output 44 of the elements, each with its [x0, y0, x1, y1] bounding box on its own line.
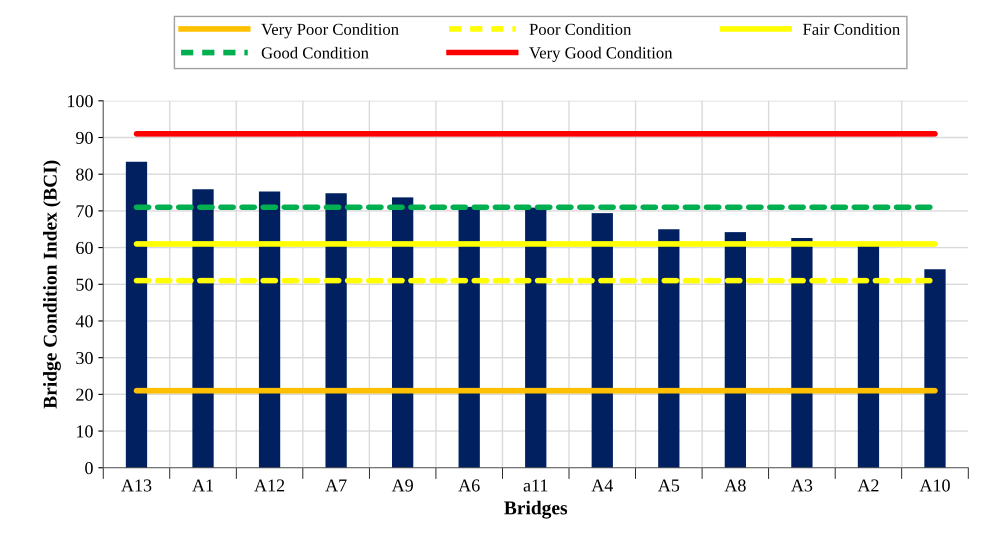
y-tick-label: 30	[76, 352, 93, 364]
x-tick-label: A3	[791, 479, 812, 492]
bar	[724, 232, 746, 468]
y-tick-label: 60	[76, 242, 93, 254]
x-tick-label: A7	[325, 479, 347, 492]
bar	[791, 238, 813, 468]
bar	[325, 193, 347, 468]
y-axis-title: Bridge Condition Index (BCI)	[43, 160, 61, 408]
bar	[658, 229, 680, 468]
y-tick-label: 70	[76, 205, 93, 218]
x-tick-label: A6	[458, 479, 480, 492]
x-tick-label: A4	[591, 479, 614, 492]
bar	[592, 213, 613, 468]
bar	[525, 208, 546, 468]
x-tick-label: A9	[392, 479, 413, 492]
bar	[126, 162, 148, 468]
y-tick-label: 10	[77, 425, 93, 438]
x-axis-title: Bridges	[504, 500, 568, 519]
y-tick-label: 50	[76, 278, 93, 291]
y-tick-label: 0	[85, 462, 93, 474]
legend-label: Good Condition	[262, 46, 369, 59]
x-tick-label: A10	[920, 479, 950, 492]
bar	[392, 197, 414, 468]
y-tick-label: 20	[76, 388, 93, 401]
y-tick-label: 40	[76, 315, 93, 328]
y-tick-label: 90	[76, 132, 93, 144]
bar	[258, 191, 280, 468]
x-tick-label: a11	[524, 479, 548, 492]
x-tick-label: A13	[121, 479, 152, 492]
y-tick-label: 100	[68, 95, 93, 108]
bar	[924, 269, 946, 468]
legend-label: Very Good Condition	[529, 46, 672, 62]
x-tick-label: A12	[254, 479, 284, 492]
bar	[192, 189, 214, 468]
y-tick-label: 80	[76, 168, 93, 181]
x-tick-label: A8	[724, 479, 746, 492]
x-tick-label: A1	[192, 479, 213, 492]
bar	[858, 246, 880, 468]
legend-label: Very Poor Condition	[261, 23, 399, 38]
x-tick-label: A2	[858, 479, 878, 492]
legend-label: Poor Condition	[530, 23, 632, 35]
x-tick-label: A5	[658, 479, 680, 492]
legend-label: Fair Condition	[803, 23, 900, 35]
bar	[458, 206, 480, 468]
